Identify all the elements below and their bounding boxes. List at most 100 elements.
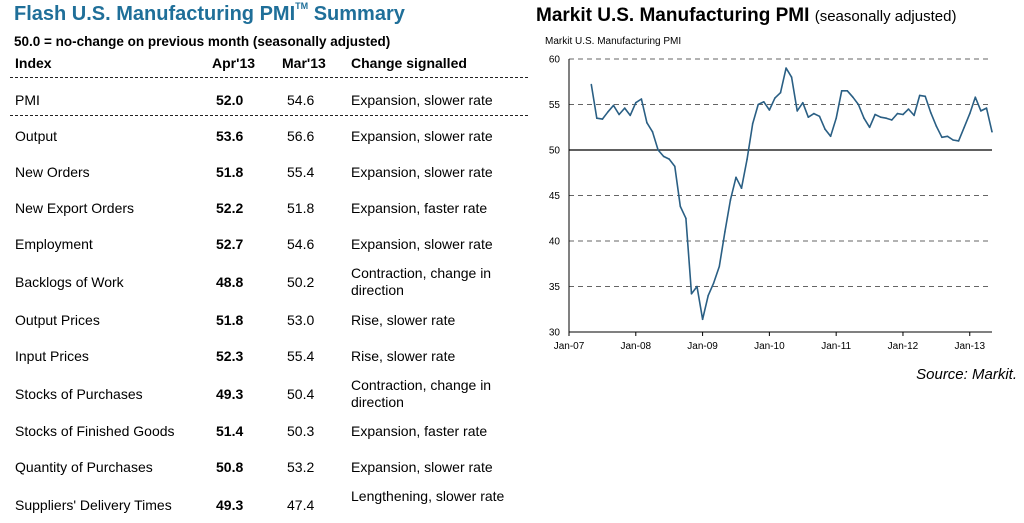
data-point bbox=[907, 108, 910, 110]
row-index-name: Backlogs of Work bbox=[15, 274, 124, 290]
row-change-signalled: Expansion, faster rate bbox=[351, 200, 488, 216]
row-apr-value: 51.4 bbox=[216, 423, 244, 439]
row-mar-value: 53.2 bbox=[287, 459, 315, 475]
x-tick-label: Jan-07 bbox=[554, 341, 585, 352]
source-note: Source: Markit. bbox=[916, 366, 1017, 383]
data-point bbox=[646, 121, 648, 124]
data-point bbox=[946, 135, 949, 138]
trademark-mark: TM bbox=[295, 1, 309, 11]
row-index-name: Stocks of Finished Goods bbox=[15, 423, 175, 439]
data-point bbox=[657, 149, 659, 151]
data-point bbox=[685, 217, 687, 220]
data-point bbox=[913, 114, 915, 117]
row-mar-value: 55.4 bbox=[287, 164, 315, 180]
pmi-line-chart: 30 35 40 45 50 55 60 Jan-07 Jan-08 Jan-09 Jan-10 Ja… bbox=[549, 55, 993, 352]
data-point bbox=[690, 293, 693, 295]
table-subtitle: 50.0 = no-change on previous month (seas… bbox=[14, 34, 391, 49]
row-apr-value: 53.6 bbox=[216, 128, 244, 144]
data-point bbox=[729, 199, 732, 201]
row-index-name: Employment bbox=[15, 236, 93, 252]
header-divider bbox=[10, 77, 528, 78]
row-change-signalled: Expansion, faster rate bbox=[351, 423, 488, 439]
y-tick-label: 60 bbox=[549, 55, 561, 66]
data-point bbox=[985, 107, 988, 109]
row-change-signalled: Expansion, slower rate bbox=[351, 459, 493, 475]
row-change-signalled: Rise, slower rate bbox=[351, 348, 456, 364]
row-apr-value: 50.8 bbox=[216, 459, 244, 475]
data-point bbox=[874, 113, 876, 116]
data-point bbox=[696, 285, 698, 288]
data-point bbox=[618, 113, 620, 116]
y-tick-label: 50 bbox=[549, 146, 561, 157]
data-point bbox=[896, 112, 899, 115]
data-point bbox=[857, 103, 860, 106]
row-index-name: Suppliers' Delivery Times bbox=[15, 497, 172, 513]
data-point bbox=[818, 115, 821, 118]
data-point bbox=[891, 119, 893, 121]
x-tick-label: Jan-11 bbox=[821, 341, 851, 352]
data-point bbox=[980, 110, 982, 112]
data-point bbox=[924, 95, 926, 98]
row-mar-value: 50.3 bbox=[287, 423, 315, 439]
row-apr-value: 51.8 bbox=[216, 312, 244, 328]
data-point bbox=[969, 112, 971, 115]
row-apr-value: 52.3 bbox=[216, 348, 244, 364]
pmi-chart-panel: Markit U.S. Manufacturing PMI (seasonall… bbox=[528, 0, 1024, 523]
data-point bbox=[779, 91, 782, 94]
chart-title: Markit U.S. Manufacturing PMI (seasonall… bbox=[536, 5, 957, 26]
data-point bbox=[590, 83, 593, 86]
data-point bbox=[607, 111, 609, 113]
data-point bbox=[852, 96, 854, 98]
row-change-signalled: Expansion, slower rate bbox=[351, 164, 493, 180]
data-point bbox=[785, 67, 787, 69]
data-point bbox=[790, 76, 793, 78]
y-tick-label: 55 bbox=[549, 100, 561, 111]
data-point bbox=[735, 176, 737, 179]
row-change-signalled: Expansion, slower rate bbox=[351, 236, 493, 252]
row-index-name: Output bbox=[15, 128, 58, 144]
data-point bbox=[868, 126, 871, 129]
data-point bbox=[902, 113, 904, 116]
data-point bbox=[813, 112, 815, 115]
data-point bbox=[941, 136, 943, 139]
data-point bbox=[963, 126, 965, 129]
row-change-signalled: Lengthening, slower rate bbox=[351, 488, 505, 504]
chart-subtitle: (seasonally adjusted) bbox=[814, 8, 957, 25]
row-apr-value: 49.3 bbox=[216, 386, 244, 402]
header-mar: Mar'13 bbox=[282, 55, 326, 71]
x-tick-label: Jan-08 bbox=[621, 341, 652, 352]
row-index-name: Stocks of Purchases bbox=[15, 386, 143, 402]
data-point bbox=[662, 155, 665, 158]
x-tick-label: Jan-13 bbox=[954, 341, 985, 352]
data-point bbox=[623, 107, 626, 109]
data-point bbox=[957, 140, 960, 142]
row-change-signalled: Rise, slower rate bbox=[351, 312, 456, 328]
data-point bbox=[601, 118, 604, 120]
data-point bbox=[835, 117, 837, 119]
row-index-name: Output Prices bbox=[15, 312, 100, 328]
row-mar-value: 54.6 bbox=[287, 236, 315, 252]
row-index-name: New Export Orders bbox=[15, 200, 135, 216]
row-mar-value: 53.0 bbox=[287, 312, 315, 328]
header-change: Change signalled bbox=[351, 55, 467, 71]
data-point bbox=[635, 101, 637, 104]
data-point bbox=[991, 131, 993, 133]
data-point bbox=[879, 116, 882, 118]
pmi-divider bbox=[10, 115, 528, 116]
data-point bbox=[596, 117, 598, 119]
row-apr-value: 51.8 bbox=[216, 164, 244, 180]
data-point bbox=[651, 131, 654, 133]
row-apr-value: 52.2 bbox=[216, 200, 244, 216]
pmi-summary-table: Flash U.S. Manufacturing PMITM Summary 5… bbox=[10, 1, 528, 513]
row-mar-value: 56.6 bbox=[287, 128, 315, 144]
table-title: Flash U.S. Manufacturing PMITM Summary bbox=[14, 1, 405, 25]
data-point bbox=[701, 318, 704, 321]
data-point bbox=[668, 158, 670, 160]
data-point bbox=[751, 122, 754, 125]
row-index-name: Input Prices bbox=[15, 348, 89, 364]
row-mar-value: 50.4 bbox=[287, 386, 315, 402]
row-mar-value: 47.4 bbox=[287, 497, 315, 513]
data-point bbox=[740, 187, 743, 189]
data-point bbox=[768, 109, 771, 111]
data-point bbox=[640, 98, 643, 100]
